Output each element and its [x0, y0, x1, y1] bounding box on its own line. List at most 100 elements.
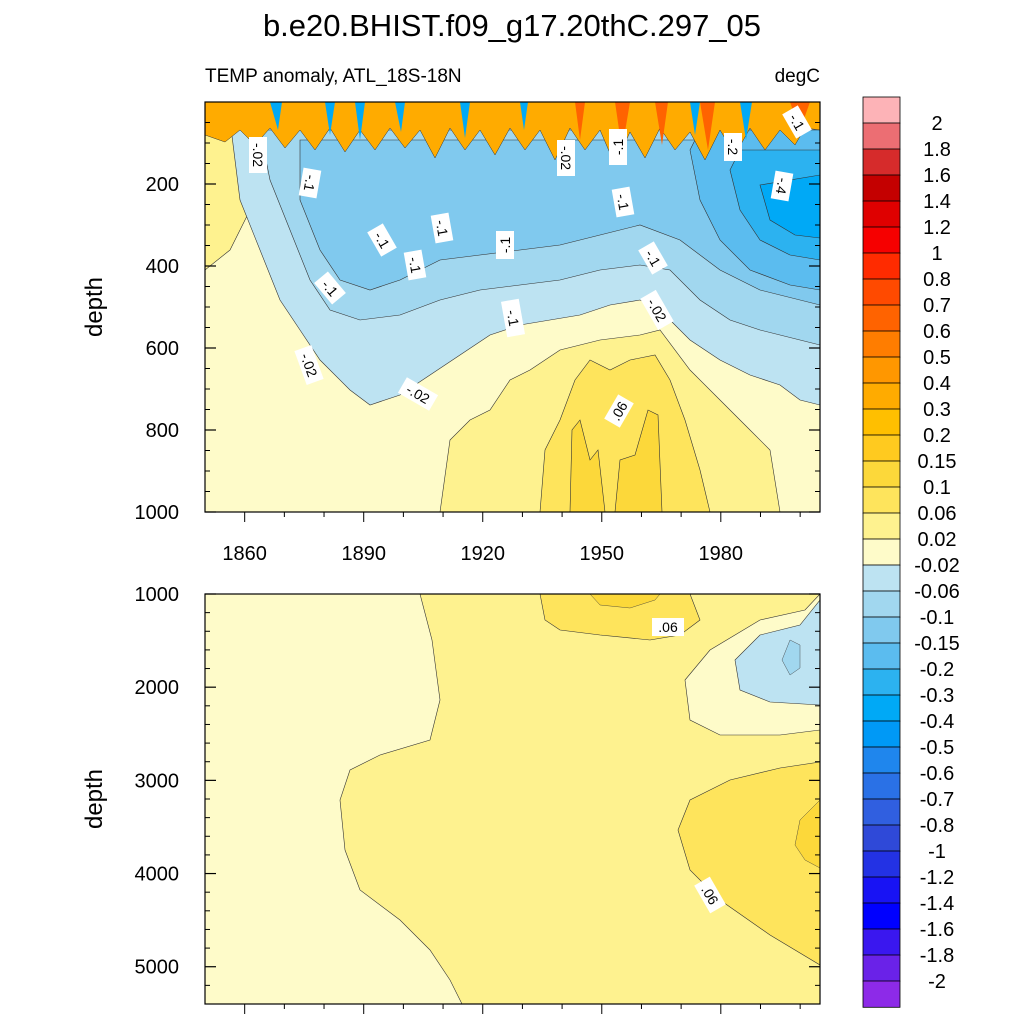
colorbar-swatch	[862, 564, 901, 592]
colorbar-swatch	[862, 200, 901, 228]
colorbar-swatch	[862, 850, 901, 878]
colorbar-swatch	[862, 226, 901, 254]
colorbar-label: 0.7	[923, 295, 951, 317]
colorbar-label: -1.2	[920, 867, 954, 889]
lower-heatmap	[205, 594, 820, 1004]
colorbar-swatch	[862, 460, 901, 488]
lower-near-zero-west	[205, 594, 463, 1004]
colorbar-swatch	[862, 486, 901, 514]
colorbar-label: -0.15	[914, 633, 960, 655]
colorbar-swatch	[862, 798, 901, 826]
contour-label: -.1	[786, 111, 808, 133]
colorbar-label: 2	[931, 113, 942, 135]
colorbar-swatch	[862, 252, 901, 280]
upper-cool-deeper	[299, 139, 820, 306]
colorbar: 2 1.8 1.6 1.4 1.2 1 0.8 0.7 0.6 0.5 0.4 0.3 0.2 0.15 0…	[862, 96, 960, 1008]
colorbar-swatch	[862, 824, 901, 852]
colorbar-label: 0.06	[918, 503, 957, 525]
upper-heatmap	[205, 102, 820, 512]
colorbar-swatch	[862, 148, 901, 176]
colorbar-label: 1.2	[923, 217, 951, 239]
colorbar-swatch	[862, 122, 901, 150]
colorbar-swatch	[862, 616, 901, 644]
colorbar-label: 0.5	[923, 347, 951, 369]
lower-axes: depth 1000 2000 3000 4000 5000	[81, 584, 821, 1014]
y-tick-label: 200	[146, 174, 179, 196]
units-label: degC	[775, 66, 820, 87]
colorbar-label: -0.1	[920, 607, 954, 629]
colorbar-swatch	[862, 720, 901, 748]
upper-axes: depth 200 400 600 800 1000 1860 1890 1920 1950 19…	[81, 101, 821, 565]
y-tick-label: 3000	[135, 770, 180, 792]
colorbar-label: 0.4	[923, 373, 951, 395]
contour-label: -.1	[371, 229, 393, 251]
y-tick-label: 400	[146, 256, 179, 278]
upper-y-axis-title: depth	[81, 277, 108, 337]
colorbar-label: -0.2	[920, 659, 954, 681]
colorbar-swatch	[862, 876, 901, 904]
colorbar-swatch	[862, 668, 901, 696]
contour-label: -.1	[610, 139, 626, 156]
colorbar-label: -1	[928, 841, 946, 863]
y-tick-label: 5000	[135, 957, 180, 979]
contour-label: -.1	[497, 237, 513, 254]
x-tick-label: 1890	[341, 543, 386, 565]
contour-label: -.1	[301, 174, 320, 193]
colorbar-swatch	[862, 356, 901, 384]
lower-y-axis-title: depth	[81, 769, 108, 829]
colorbar-label: 1.8	[923, 139, 951, 161]
colorbar-label: -2	[928, 971, 946, 993]
contour-label: -.1	[614, 193, 633, 212]
colorbar-swatch	[862, 746, 901, 774]
colorbar-swatch	[862, 278, 901, 306]
colorbar-swatch	[862, 590, 901, 618]
colorbar-label: -0.06	[914, 581, 960, 603]
contour-label: -.1	[433, 219, 452, 238]
colorbar-label: -0.02	[914, 555, 960, 577]
colorbar-swatch	[862, 954, 901, 982]
colorbar-label: -0.6	[920, 763, 954, 785]
lower-deep-warming-core	[794, 799, 820, 869]
y-tick-label: 4000	[135, 864, 180, 886]
colorbar-swatch	[862, 408, 901, 436]
colorbar-label: -1.4	[920, 893, 954, 915]
upper-contour-labels: -.02 -.1 -.1 -.1 -.1 -.1 -.1 -.1 -.1 -.0…	[249, 105, 812, 428]
lower-cool-core	[781, 639, 801, 676]
contour-label: .06	[658, 619, 678, 635]
lower-cool-patch	[734, 599, 820, 706]
contour-label: -.02	[297, 351, 320, 379]
chart-subtitle: TEMP anomaly, ATL_18S-18N	[205, 66, 462, 87]
colorbar-label: -0.8	[920, 815, 954, 837]
colorbar-swatch	[862, 928, 901, 956]
colorbar-swatch	[862, 304, 901, 332]
x-tick-label: 1920	[460, 543, 505, 565]
contour-label: -.02	[558, 146, 574, 170]
colorbar-swatch	[862, 642, 901, 670]
x-tick-label: 1860	[222, 543, 267, 565]
colorbar-swatch	[862, 902, 901, 930]
lower-contour-labels: .06 .06	[652, 618, 726, 914]
colorbar-label: 0.6	[923, 321, 951, 343]
y-tick-label: 1000	[135, 502, 180, 524]
colorbar-label: -1.6	[920, 919, 954, 941]
colorbar-swatch	[862, 694, 901, 722]
colorbar-swatch	[862, 434, 901, 462]
contour-label: -.02	[250, 143, 266, 167]
lower-deep-warming	[677, 761, 820, 966]
colorbar-swatch	[862, 382, 901, 410]
colorbar-label: -0.3	[920, 685, 954, 707]
y-tick-label: 600	[146, 338, 179, 360]
contour-label: -.1	[642, 247, 664, 269]
colorbar-label: -0.5	[920, 737, 954, 759]
colorbar-label: 0.02	[918, 529, 957, 551]
colorbar-label: 0.8	[923, 269, 951, 291]
colorbar-swatch	[862, 174, 901, 202]
y-tick-label: 2000	[135, 677, 180, 699]
y-tick-label: 800	[146, 420, 179, 442]
colorbar-swatch	[862, 512, 901, 540]
chart-title: b.e20.BHIST.f09_g17.20thC.297_05	[263, 8, 761, 43]
colorbar-label: 0.1	[923, 477, 951, 499]
contour-label: -.1	[406, 256, 425, 275]
colorbar-label: 1	[931, 243, 942, 265]
